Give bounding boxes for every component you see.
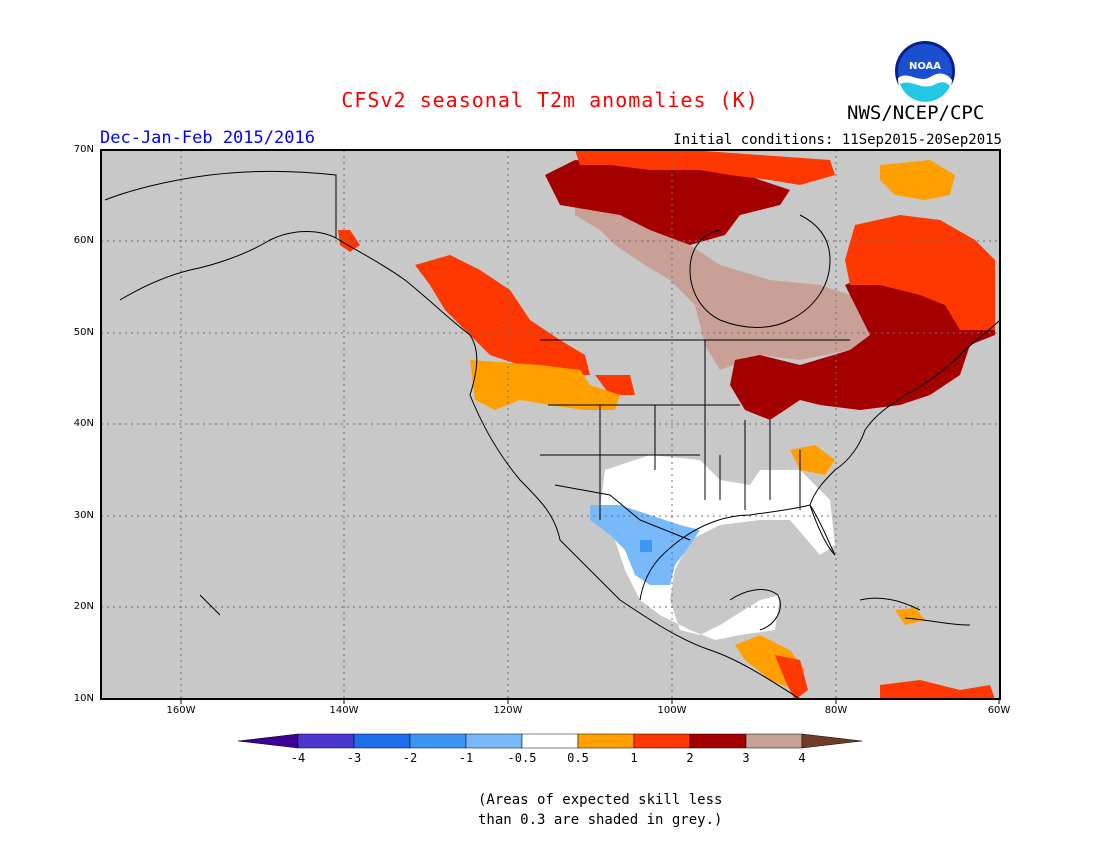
lat-label: 50N [73, 327, 94, 338]
region-near-normal [600, 455, 835, 640]
region-3to4 [575, 195, 880, 370]
region-1to2-arctic [575, 150, 835, 185]
grid-lines [101, 150, 1000, 699]
colorbar-tick: -1 [458, 751, 474, 765]
agency-label: NWS/NCEP/CPC [847, 102, 985, 124]
region-05to1-caribbean [895, 608, 925, 625]
lon-label: 100W [657, 705, 687, 716]
region-1to2-quebec [845, 215, 995, 330]
colorbar-tick: -3 [346, 751, 362, 765]
lat-label: 20N [73, 601, 94, 612]
region-neg1to2 [640, 540, 652, 552]
logo-text: NOAA [909, 61, 941, 72]
region-1to2-nw [415, 255, 590, 375]
colorbar-bin [689, 733, 747, 749]
colorbar-tick: -2 [402, 751, 418, 765]
lon-label: 60W [987, 705, 1011, 716]
coastlines [104, 170, 1000, 699]
colorbar-tick: 4 [798, 751, 806, 765]
lat-label: 70N [73, 144, 94, 155]
colorbar-bin [745, 733, 803, 749]
region-05to1-labrador [880, 160, 955, 200]
colorbar-tick: 1 [630, 751, 638, 765]
lon-label: 80W [824, 705, 848, 716]
map-frame [100, 149, 1001, 700]
colorbar-bin [577, 733, 635, 749]
region-05to1-carolinas [790, 445, 835, 475]
colorbar-bin [297, 733, 355, 749]
axis-ticks [180, 699, 1000, 704]
colorbar-tick: 3 [742, 751, 750, 765]
chart-title: CFSv2 seasonal T2m anomalies (K) [341, 88, 759, 112]
lat-label: 10N [73, 693, 94, 704]
skill-footnote: (Areas of expected skill less than 0.3 a… [478, 790, 722, 830]
region-1to2-caribbean [880, 680, 995, 699]
region-1to2-montana [595, 375, 635, 395]
colorbar-arrow-high [801, 733, 862, 749]
colorbar-bin [465, 733, 523, 749]
lon-label: 160W [166, 705, 196, 716]
colorbar-bin [409, 733, 467, 749]
colorbar-bin [353, 733, 411, 749]
lat-label: 60N [73, 235, 94, 246]
lon-label: 120W [493, 705, 523, 716]
colorbar-tick: -4 [290, 751, 306, 765]
lon-label: 140W [329, 705, 359, 716]
colorbar-bin [633, 733, 691, 749]
region-2to3-north [545, 160, 790, 245]
region-1to2-centralamerica [775, 655, 808, 699]
colorbar-tick: 2 [686, 751, 694, 765]
map-background [101, 150, 1000, 699]
footnote-line-2: than 0.3 are shaded in grey.) [478, 812, 723, 828]
colorbar-tick: 0.5 [567, 751, 589, 765]
footnote-line-1: (Areas of expected skill less [478, 792, 723, 808]
lat-label: 40N [73, 418, 94, 429]
colorbar-arrow-low [238, 733, 299, 749]
colorbar-tick: -0.5 [507, 751, 537, 765]
colorbar-bin [521, 733, 579, 749]
lat-label: 30N [73, 510, 94, 521]
noaa-logo: NOAA [895, 41, 955, 102]
colorbar [238, 733, 862, 749]
forecast-period: Dec-Jan-Feb 2015/2016 [100, 128, 315, 148]
initial-conditions: Initial conditions: 11Sep2015-20Sep2015 [673, 132, 1002, 148]
